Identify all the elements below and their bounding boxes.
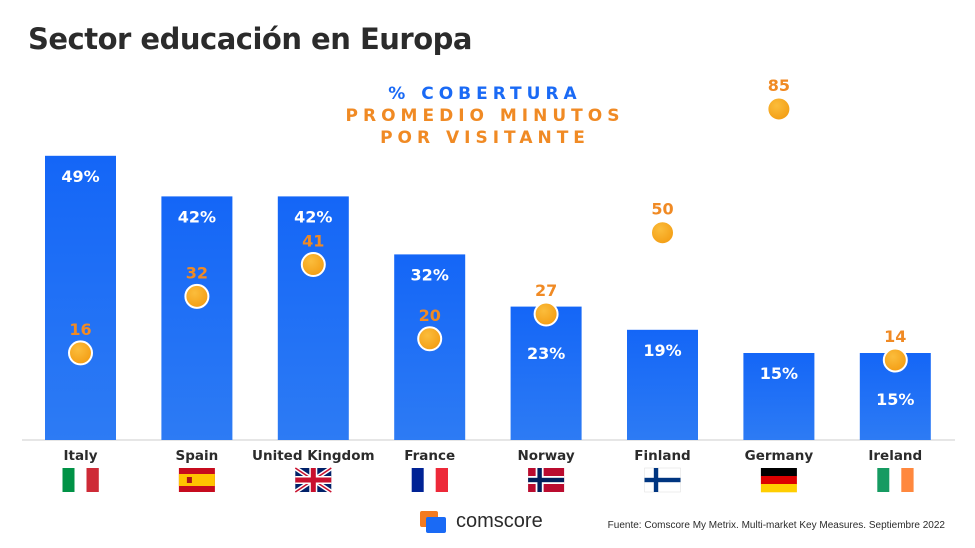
- comscore-logo-icon: [420, 510, 446, 533]
- norway-flag: [528, 468, 565, 492]
- minutes-label-6: 85: [768, 76, 790, 95]
- category-label-6: Germany: [745, 448, 814, 464]
- coverage-label-5: 19%: [643, 341, 681, 360]
- bar-0: [45, 155, 116, 441]
- page-title: Sector educación en Europa: [28, 22, 472, 56]
- france-flag: [411, 468, 448, 492]
- minutes-label-2: 41: [302, 232, 324, 251]
- category-label-1: Spain: [176, 448, 219, 464]
- minutes-dot-6: [766, 96, 792, 122]
- minutes-label-5: 50: [651, 200, 673, 219]
- coverage-label-7: 15%: [876, 390, 914, 409]
- minutes-label-0: 16: [69, 320, 91, 339]
- coverage-label-2: 42%: [294, 207, 332, 226]
- minutes-dot-5: [650, 220, 675, 246]
- minutes-dot-3: [417, 326, 443, 352]
- germany-flag: [760, 468, 797, 493]
- comscore-logo: comscore: [420, 510, 543, 533]
- minutes-dot-1: [184, 283, 210, 309]
- ireland-flag: [877, 468, 914, 492]
- italy-flag: [62, 468, 99, 492]
- minutes-dot-4: [533, 301, 559, 327]
- category-label-7: Ireland: [868, 448, 922, 464]
- legend-coverage: % COBERTURA: [388, 84, 582, 104]
- category-label-2: United Kingdom: [252, 448, 375, 464]
- coverage-label-6: 15%: [760, 364, 798, 383]
- coverage-label-4: 23%: [527, 344, 565, 363]
- spain-flag: [178, 468, 215, 492]
- legend-minutes-line1: PROMEDIO MINUTOS: [345, 106, 625, 126]
- category-label-4: Norway: [517, 448, 574, 464]
- legend-minutes-line2: POR VISITANTE: [380, 128, 590, 148]
- minutes-label-7: 14: [884, 327, 906, 346]
- minutes-dot-7: [882, 347, 908, 373]
- minutes-label-4: 27: [535, 281, 557, 300]
- minutes-dot-2: [300, 252, 326, 278]
- minutes-label-1: 32: [186, 263, 208, 282]
- minutes-dot-0: [68, 340, 93, 366]
- source-note: Fuente: Comscore My Metrix. Multi-market…: [607, 520, 945, 531]
- bar-5: [627, 329, 698, 440]
- category-label-3: France: [404, 448, 455, 464]
- bar-4: [510, 306, 582, 440]
- coverage-label-0: 49%: [61, 167, 99, 186]
- minutes-label-3: 20: [419, 306, 441, 325]
- category-label-5: Finland: [634, 448, 690, 464]
- finland-flag: [644, 467, 681, 493]
- coverage-label-1: 42%: [178, 207, 216, 226]
- bar-2: [277, 196, 349, 440]
- uk-flag: [294, 466, 333, 494]
- comscore-logo-text: comscore: [456, 510, 543, 532]
- bar-6: [743, 353, 815, 440]
- bar-1: [161, 196, 233, 440]
- coverage-label-3: 32%: [411, 265, 449, 284]
- category-label-0: Italy: [63, 448, 97, 464]
